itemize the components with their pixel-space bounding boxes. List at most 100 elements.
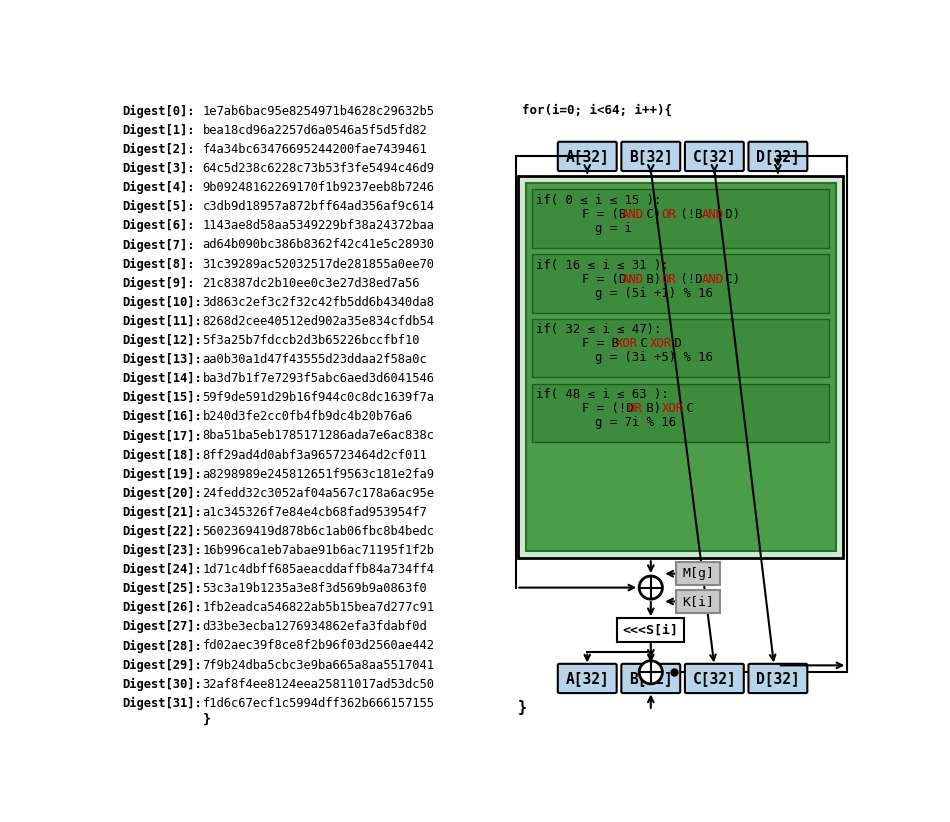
Text: D): D) (718, 208, 740, 221)
Text: (!D: (!D (673, 273, 710, 286)
Text: Digest[12]:: Digest[12]: (123, 334, 202, 347)
Text: a1c345326f7e84e4cb68fad953954f7: a1c345326f7e84e4cb68fad953954f7 (202, 506, 428, 519)
Text: B[32]: B[32] (629, 149, 673, 164)
Text: 1e7ab6bac95e8254971b4628c29632b5: 1e7ab6bac95e8254971b4628c29632b5 (202, 104, 434, 118)
Text: Digest[31]:: Digest[31]: (123, 697, 202, 710)
Text: a8298989e245812651f9563c181e2fa9: a8298989e245812651f9563c181e2fa9 (202, 468, 434, 481)
FancyBboxPatch shape (558, 664, 617, 693)
Text: OR: OR (661, 273, 676, 286)
FancyBboxPatch shape (518, 176, 844, 558)
Text: 3d863c2ef3c2f32c42fb5dd6b4340da8: 3d863c2ef3c2f32c42fb5dd6b4340da8 (202, 296, 434, 309)
Text: 1d71c4dbff685aeacddaffb84a734ff4: 1d71c4dbff685aeacddaffb84a734ff4 (202, 563, 434, 576)
FancyBboxPatch shape (676, 562, 720, 585)
FancyBboxPatch shape (621, 141, 680, 171)
Text: 59f9de591d29b16f944c0c8dc1639f7a: 59f9de591d29b16f944c0c8dc1639f7a (202, 391, 434, 404)
Text: (!B: (!B (673, 208, 710, 221)
Text: }: } (518, 700, 527, 714)
Text: D: D (667, 337, 682, 350)
Text: 53c3a19b1235a3e8f3d569b9a0863f0: 53c3a19b1235a3e8f3d569b9a0863f0 (202, 582, 428, 595)
Text: Digest[0]:: Digest[0]: (123, 104, 195, 118)
Text: 7f9b24dba5cbc3e9ba665a8aa5517041: 7f9b24dba5cbc3e9ba665a8aa5517041 (202, 658, 434, 672)
Text: M[g]: M[g] (682, 567, 714, 580)
Text: AND: AND (701, 273, 723, 286)
FancyBboxPatch shape (685, 141, 744, 171)
Text: g = i: g = i (537, 222, 633, 235)
Text: Digest[27]:: Digest[27]: (123, 621, 202, 634)
Text: bea18cd96a2257d6a0546a5f5d5fd82: bea18cd96a2257d6a0546a5f5d5fd82 (202, 124, 428, 137)
Text: if( 32 ≤ i ≤ 47):: if( 32 ≤ i ≤ 47): (537, 324, 662, 336)
Text: C): C) (638, 208, 668, 221)
Text: OR: OR (661, 208, 676, 221)
FancyBboxPatch shape (532, 319, 829, 377)
Text: 8ff29ad4d0abf3a965723464d2cf011: 8ff29ad4d0abf3a965723464d2cf011 (202, 449, 428, 461)
Text: Digest[14]:: Digest[14]: (123, 372, 202, 386)
Text: AND: AND (621, 273, 644, 286)
Text: Digest[3]:: Digest[3]: (123, 162, 195, 175)
FancyBboxPatch shape (749, 664, 808, 693)
Text: Digest[24]:: Digest[24]: (123, 563, 202, 576)
Text: f4a34bc63476695244200fae7439461: f4a34bc63476695244200fae7439461 (202, 143, 428, 156)
Text: 5f3a25b7fdccb2d3b65226bccfbf10: 5f3a25b7fdccb2d3b65226bccfbf10 (202, 334, 420, 347)
Text: C[32]: C[32] (693, 149, 736, 164)
Text: 16b996ca1eb7abae91b6ac71195f1f2b: 16b996ca1eb7abae91b6ac71195f1f2b (202, 544, 434, 557)
Text: A[32]: A[32] (565, 149, 609, 164)
Text: Digest[1]:: Digest[1]: (123, 124, 195, 137)
Text: 5602369419d878b6c1ab06fbc8b4bedc: 5602369419d878b6c1ab06fbc8b4bedc (202, 525, 434, 538)
Text: Digest[10]:: Digest[10]: (123, 296, 202, 309)
Text: Digest[15]:: Digest[15]: (123, 391, 202, 404)
Text: Digest[28]:: Digest[28]: (123, 640, 202, 653)
FancyBboxPatch shape (676, 590, 720, 613)
Text: Digest[4]:: Digest[4]: (123, 181, 195, 194)
Text: g = (5i +1) % 16: g = (5i +1) % 16 (537, 287, 713, 299)
Text: Digest[29]:: Digest[29]: (123, 658, 202, 672)
Text: if( 48 ≤ i ≤ 63 ):: if( 48 ≤ i ≤ 63 ): (537, 388, 669, 401)
FancyBboxPatch shape (685, 664, 744, 693)
Text: D[32]: D[32] (756, 671, 800, 686)
Text: D[32]: D[32] (756, 149, 800, 164)
FancyBboxPatch shape (618, 617, 684, 642)
Text: Digest[30]:: Digest[30]: (123, 677, 202, 690)
Text: C: C (678, 402, 694, 415)
Text: B): B) (638, 273, 668, 286)
FancyBboxPatch shape (532, 384, 829, 442)
Text: Digest[5]:: Digest[5]: (123, 201, 195, 214)
Circle shape (639, 576, 662, 599)
Text: ba3d7b1f7e7293f5abc6aed3d6041546: ba3d7b1f7e7293f5abc6aed3d6041546 (202, 372, 434, 386)
Text: d33be3ecba1276934862efa3fdabf0d: d33be3ecba1276934862efa3fdabf0d (202, 621, 428, 634)
FancyBboxPatch shape (525, 183, 836, 551)
Text: F = (!D: F = (!D (582, 402, 641, 415)
Text: F = B: F = B (582, 337, 626, 350)
Text: Digest[18]:: Digest[18]: (123, 449, 202, 462)
Text: Digest[22]:: Digest[22]: (123, 525, 202, 538)
Text: B[32]: B[32] (629, 671, 673, 686)
Text: Digest[21]:: Digest[21]: (123, 506, 202, 519)
Text: aa0b30a1d47f43555d23ddaa2f58a0c: aa0b30a1d47f43555d23ddaa2f58a0c (202, 353, 428, 366)
Text: b240d3fe2cc0fb4fb9dc4b20b76a6: b240d3fe2cc0fb4fb9dc4b20b76a6 (202, 410, 412, 423)
Text: AND: AND (621, 208, 644, 221)
Text: 31c39289ac52032517de281855a0ee70: 31c39289ac52032517de281855a0ee70 (202, 257, 434, 270)
Text: Digest[6]:: Digest[6]: (123, 219, 195, 233)
Text: B): B) (638, 402, 668, 415)
Text: Digest[20]:: Digest[20]: (123, 487, 202, 500)
Text: ad64b090bc386b8362f42c41e5c28930: ad64b090bc386b8362f42c41e5c28930 (202, 238, 434, 252)
Text: F = (B: F = (B (582, 208, 634, 221)
Text: g = (3i +5) % 16: g = (3i +5) % 16 (537, 351, 713, 364)
Text: Digest[9]:: Digest[9]: (123, 277, 195, 290)
Text: c3db9d18957a872bff64ad356af9c614: c3db9d18957a872bff64ad356af9c614 (202, 201, 434, 213)
Text: f1d6c67ecf1c5994dff362b666157155: f1d6c67ecf1c5994dff362b666157155 (202, 697, 434, 709)
FancyBboxPatch shape (621, 664, 680, 693)
Text: g = 7i % 16: g = 7i % 16 (537, 416, 676, 429)
Text: XOR: XOR (616, 337, 638, 350)
Text: 1fb2eadca546822ab5b15bea7d277c91: 1fb2eadca546822ab5b15bea7d277c91 (202, 602, 434, 614)
Text: Digest[11]:: Digest[11]: (123, 315, 202, 328)
Text: 21c8387dc2b10ee0c3e27d38ed7a56: 21c8387dc2b10ee0c3e27d38ed7a56 (202, 277, 420, 289)
Text: if( 16 ≤ i ≤ 31 ):: if( 16 ≤ i ≤ 31 ): (537, 259, 669, 272)
Text: 1143ae8d58aa5349229bf38a24372baa: 1143ae8d58aa5349229bf38a24372baa (202, 219, 434, 233)
Text: F = (D: F = (D (582, 273, 634, 286)
Circle shape (639, 661, 662, 684)
Text: <<<S[i]: <<<S[i] (623, 623, 679, 636)
FancyBboxPatch shape (532, 254, 829, 312)
Text: 9b09248162269170f1b9237eeb8b7246: 9b09248162269170f1b9237eeb8b7246 (202, 181, 434, 194)
Text: K[i]: K[i] (682, 595, 714, 608)
Text: 8268d2cee40512ed902a35e834cfdb54: 8268d2cee40512ed902a35e834cfdb54 (202, 315, 434, 328)
